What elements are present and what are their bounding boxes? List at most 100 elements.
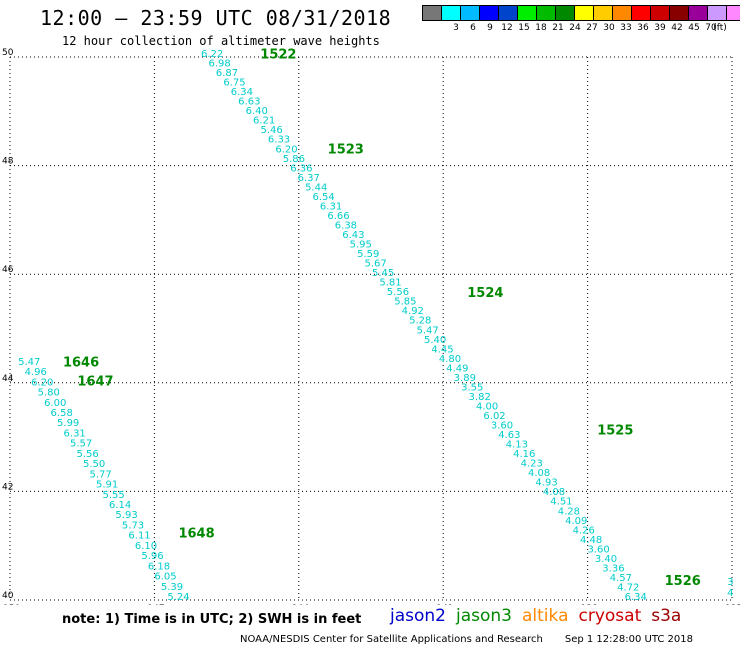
y-tick-label: 40 <box>2 591 14 601</box>
data-label: 5.47 <box>18 357 40 368</box>
data-label: 6.63 <box>238 97 260 108</box>
pass-label: 1647 <box>77 375 113 390</box>
data-label: 4.13 <box>506 440 528 451</box>
data-label: 3.82 <box>469 392 491 403</box>
data-label: 5.67 <box>365 259 387 270</box>
data-label: 4.00 <box>476 401 498 412</box>
data-label: 4.08 <box>528 468 550 479</box>
satellite-key: jason2 jason3 altika cryosat s3a <box>390 606 691 626</box>
data-label: 5.96 <box>141 551 163 562</box>
data-label: 5.46 <box>260 125 282 136</box>
color-legend: 3 6 9 12 15 18 21 24 27 30 33 36 39 42 45 70 (ft) <box>422 5 740 35</box>
legend-label: 15 <box>518 23 530 33</box>
satellite-s3a: s3a <box>651 606 682 626</box>
y-tick-label: 48 <box>2 157 14 167</box>
data-label: 5.86 <box>283 154 305 165</box>
y-tick-label: 42 <box>2 482 13 492</box>
y-tick-label: 50 <box>2 48 14 58</box>
pass-label: 1524 <box>467 286 503 301</box>
pass-labels: 1522 1523 1524 1525 1526 1646 1647 1648 <box>63 48 701 589</box>
chart-subtitle: 12 hour collection of altimeter wave hei… <box>62 34 380 48</box>
y-tick-label: 46 <box>2 265 14 275</box>
x-tick-label: -150 <box>0 604 20 605</box>
data-label: 6.75 <box>223 78 245 89</box>
pass-label: 1522 <box>260 48 296 63</box>
data-label: 3.60 <box>587 544 609 555</box>
y-tick-label: 44 <box>2 374 14 384</box>
legend-label: 70 <box>705 23 717 33</box>
data-label: 5.77 <box>89 469 111 480</box>
data-label: 4.80 <box>439 354 461 365</box>
data-label: 5.85 <box>394 297 416 308</box>
data-label: 6.05 <box>154 572 176 583</box>
legend-label: 3 <box>453 23 459 33</box>
data-label: 3 <box>727 577 733 588</box>
data-label: 6.00 <box>44 398 66 409</box>
data-label: 4.08 <box>543 487 565 498</box>
data-label: 6.43 <box>342 230 364 241</box>
data-label: 4.48 <box>580 535 602 546</box>
data-label: 6.33 <box>268 135 290 146</box>
data-label: 6.40 <box>246 106 268 117</box>
legend-swatches <box>422 5 740 21</box>
data-label: 6.66 <box>327 211 349 222</box>
legend-label: 42 <box>671 23 683 33</box>
x-tick-label: -135 <box>722 604 740 605</box>
data-label: 5.50 <box>83 459 105 470</box>
data-label: 5.28 <box>409 316 431 327</box>
data-label: 5.81 <box>379 278 401 289</box>
pass-label: 1646 <box>63 356 99 371</box>
data-label: 5.44 <box>305 182 327 193</box>
legend-swatch <box>726 5 740 21</box>
data-label: 3.40 <box>595 554 617 565</box>
legend-label: 6 <box>470 23 476 33</box>
legend-label: 39 <box>654 23 666 33</box>
credit-text: NOAA/NESDIS Center for Satellite Applica… <box>240 634 543 645</box>
legend-label: 21 <box>552 23 564 33</box>
data-label: 4.96 <box>25 367 47 378</box>
data-label: 6.18 <box>148 561 170 572</box>
data-label: 4.72 <box>617 582 639 593</box>
x-tick-label: -138 <box>577 604 598 605</box>
data-label: 6.36 <box>290 163 312 174</box>
x-tick-label: -141 <box>433 604 453 605</box>
data-label: 4.45 <box>431 344 453 355</box>
data-label: 4.23 <box>521 459 543 470</box>
legend-label: 9 <box>487 23 493 33</box>
data-label: 6.31 <box>64 428 86 439</box>
data-label: 4.26 <box>573 525 595 536</box>
data-label: 5.59 <box>357 249 379 260</box>
data-label: 6.37 <box>298 173 320 184</box>
data-label: 6.34 <box>231 87 253 98</box>
legend-label: 27 <box>586 23 598 33</box>
data-label: 4.16 <box>513 449 535 460</box>
data-label: 6.10 <box>135 541 157 552</box>
data-label: 4.92 <box>402 306 424 317</box>
data-label: 3.89 <box>454 373 476 384</box>
data-label: 6.11 <box>128 531 150 542</box>
data-label: 3.36 <box>602 563 624 574</box>
pass-label: 1526 <box>665 574 701 589</box>
footnote: note: 1) Time is in UTC; 2) SWH is in fe… <box>62 612 362 627</box>
data-label: 6.31 <box>320 201 342 212</box>
data-label: 6.87 <box>216 68 238 79</box>
data-label: 5.99 <box>57 418 79 429</box>
chart-title: 12:00 – 23:59 UTC 08/31/2018 <box>40 6 392 30</box>
plot-area: -150 -147 -144 -141 -138 -135 40 42 44 46 48 50 6.… <box>0 48 740 605</box>
data-label: 5.95 <box>350 240 372 251</box>
satellite-jason2: jason2 <box>390 606 446 626</box>
data-label: 5.91 <box>96 480 118 491</box>
data-label: 4.28 <box>558 506 580 517</box>
data-label: 6.22 <box>201 49 223 60</box>
x-axis-ticks: -150 -147 -144 -141 -138 -135 <box>0 604 740 605</box>
data-label: 5.45 <box>372 268 394 279</box>
data-label: 4.09 <box>565 516 587 527</box>
legend-label: 24 <box>569 23 581 33</box>
data-label: 6.34 <box>625 592 647 603</box>
data-label: 5.47 <box>417 325 439 336</box>
satellite-altika: altika <box>522 606 569 626</box>
data-label: 6.21 <box>253 116 275 127</box>
legend-label: 45 <box>688 23 700 33</box>
data-label: 5.55 <box>102 490 124 501</box>
legend-unit: (ft) <box>713 23 727 33</box>
